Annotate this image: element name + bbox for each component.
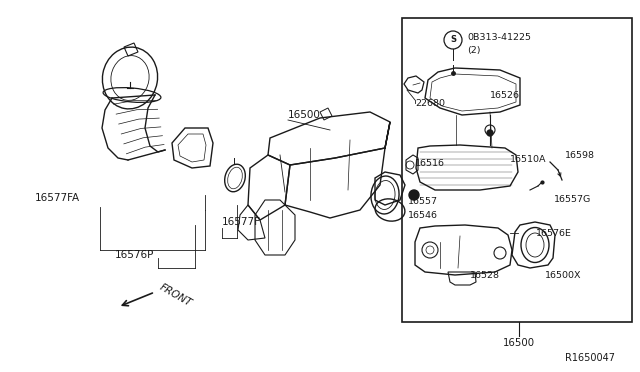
Text: 16500: 16500: [288, 110, 321, 120]
Text: 16557G: 16557G: [554, 196, 591, 205]
Bar: [402, 18, 632, 322]
Text: 16500X: 16500X: [545, 270, 582, 279]
Text: (2): (2): [467, 46, 481, 55]
Text: 16500: 16500: [503, 338, 535, 348]
Text: 16598: 16598: [565, 151, 595, 160]
Text: 16576E: 16576E: [536, 228, 572, 237]
Text: 16577F: 16577F: [222, 217, 261, 227]
Text: 0B313-41225: 0B313-41225: [467, 32, 531, 42]
Text: R1650047: R1650047: [565, 353, 615, 363]
Text: 16576P: 16576P: [115, 250, 154, 260]
Text: 16510A: 16510A: [510, 155, 547, 164]
Text: 16528: 16528: [470, 270, 500, 279]
Text: 16557: 16557: [408, 198, 438, 206]
Text: 22680: 22680: [415, 99, 445, 108]
Text: FRONT: FRONT: [158, 282, 194, 308]
Text: 16526: 16526: [490, 92, 520, 100]
Text: 16516: 16516: [415, 158, 445, 167]
Text: 16577FA: 16577FA: [35, 193, 80, 203]
Text: 16546: 16546: [408, 211, 438, 219]
Text: S: S: [450, 35, 456, 45]
Circle shape: [487, 130, 493, 136]
Circle shape: [409, 190, 419, 200]
